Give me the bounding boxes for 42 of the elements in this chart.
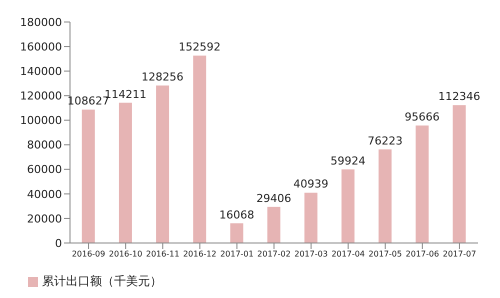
y-tick-label: 160000 [20,40,62,54]
data-label: 128256 [142,70,184,84]
bar [118,102,132,243]
y-tick-label: 80000 [27,138,62,152]
legend-label: 累计出口额（千美元） [42,274,162,288]
data-label: 112346 [438,90,480,104]
bar [156,86,170,243]
bar [342,169,355,243]
x-tick-label: 2016-10 [108,250,142,259]
data-label: 40939 [293,178,328,191]
y-tick-label: 40000 [27,188,62,201]
bar [267,206,280,243]
x-tick-label: 2017-06 [406,250,440,259]
data-label: 95666 [404,110,440,124]
data-label: 59924 [330,154,366,168]
x-tick-label: 2017-02 [257,250,291,259]
y-tick-label: 180000 [20,16,62,29]
x-tick-label: 2017-05 [368,250,402,259]
y-tick-label: 100000 [20,114,62,128]
x-tick-label: 2017-04 [331,250,365,259]
x-tick-label: 2016-11 [146,250,180,259]
bar [82,110,95,243]
y-tick-label: 20000 [27,212,62,226]
data-label: 16068 [219,208,254,222]
bar [193,56,206,243]
x-tick-label: 2017-07 [442,250,476,259]
bar [416,126,429,243]
x-tick-label: 2017-03 [294,250,328,259]
x-tick-label: 2017-01 [220,250,254,259]
y-tick-label: 120000 [20,90,62,103]
bar [378,149,392,243]
x-tick-label: 2016-09 [72,250,106,259]
bar [452,105,466,243]
data-label: 152592 [178,40,221,54]
y-tick-label: 0 [55,236,62,250]
data-label: 76223 [368,134,403,148]
y-tick-label: 140000 [20,65,62,78]
bar [230,223,244,243]
x-tick-label: 2016-12 [183,250,217,259]
y-tick-label: 60000 [27,163,62,176]
bar [304,192,318,243]
data-label: 29406 [256,192,292,205]
